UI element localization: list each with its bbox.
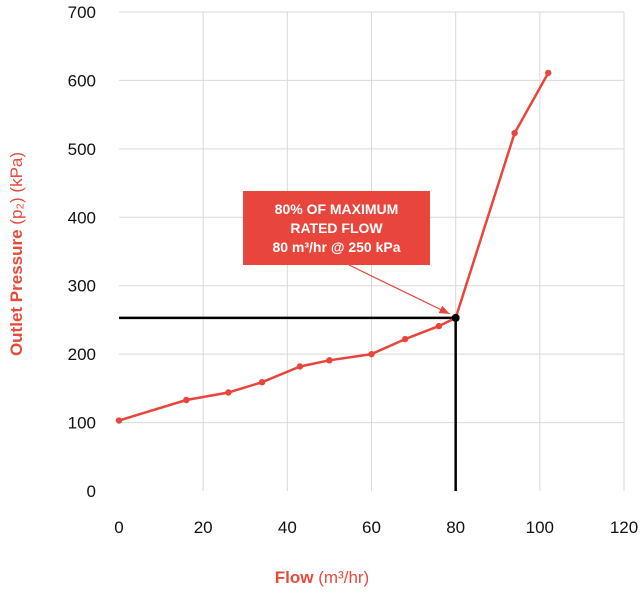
annotation-callout: 80% OF MAXIMUM RATED FLOW 80 m³/hr @ 250…: [243, 191, 430, 265]
annotation-line-2: RATED FLOW: [290, 220, 383, 236]
x-tick-label: 40: [278, 518, 297, 537]
y-tick-label: 700: [68, 3, 96, 22]
annotation-arrow: [348, 264, 450, 315]
data-point: [545, 69, 552, 77]
y-tick-label: 400: [68, 208, 96, 227]
x-tick-label: 20: [194, 518, 213, 537]
x-tick-label: 100: [526, 518, 554, 537]
x-axis-title: Flow: [274, 568, 314, 587]
data-point: [326, 357, 333, 364]
series-line: [118, 72, 550, 422]
x-tick-label: 120: [610, 518, 638, 537]
series-outlet-pressure: [115, 69, 552, 424]
grid: [119, 11, 625, 491]
annotation-arrow-line: [348, 264, 450, 315]
x-tick-label: 0: [114, 518, 123, 537]
annotation-line-3: 80 m³/hr @ 250 kPa: [272, 239, 401, 255]
tick-labels: 0 20 40 60 80 100 120 0 100 200 300 400 500 600 700: [68, 3, 639, 537]
data-point: [368, 350, 375, 358]
y-tick-label: 600: [68, 71, 96, 90]
data-point: [296, 363, 304, 370]
x-tick-label: 80: [446, 518, 465, 537]
x-tick-label: 60: [362, 518, 381, 537]
y-axis-label: Outlet Pressure (p₂) (kPa): [2, 0, 32, 603]
y-tick-label: 200: [68, 345, 96, 364]
annotation-arrow-head: [438, 305, 450, 314]
data-point: [115, 417, 123, 424]
y-tick-label: 0: [87, 482, 96, 501]
x-axis-unit: (m³/hr): [318, 568, 370, 587]
reference-point: [451, 313, 460, 322]
data-point: [511, 129, 518, 137]
data-point: [435, 322, 443, 330]
reference-lines: [119, 316, 457, 491]
data-point: [258, 378, 266, 386]
data-point: [225, 389, 232, 396]
y-tick-label: 500: [68, 140, 96, 159]
data-point: [401, 335, 409, 343]
annotation-line-1: 80% OF MAXIMUM: [274, 201, 399, 217]
y-axis-title: Outlet Pressure: [7, 229, 26, 357]
x-axis-label: Flow (m³/hr): [0, 568, 644, 588]
y-tick-label: 300: [68, 277, 96, 296]
data-point: [183, 396, 190, 404]
y-axis-symbol: (p₂): [7, 197, 26, 225]
y-axis-unit: (kPa): [7, 151, 26, 193]
y-tick-label: 100: [68, 414, 96, 433]
